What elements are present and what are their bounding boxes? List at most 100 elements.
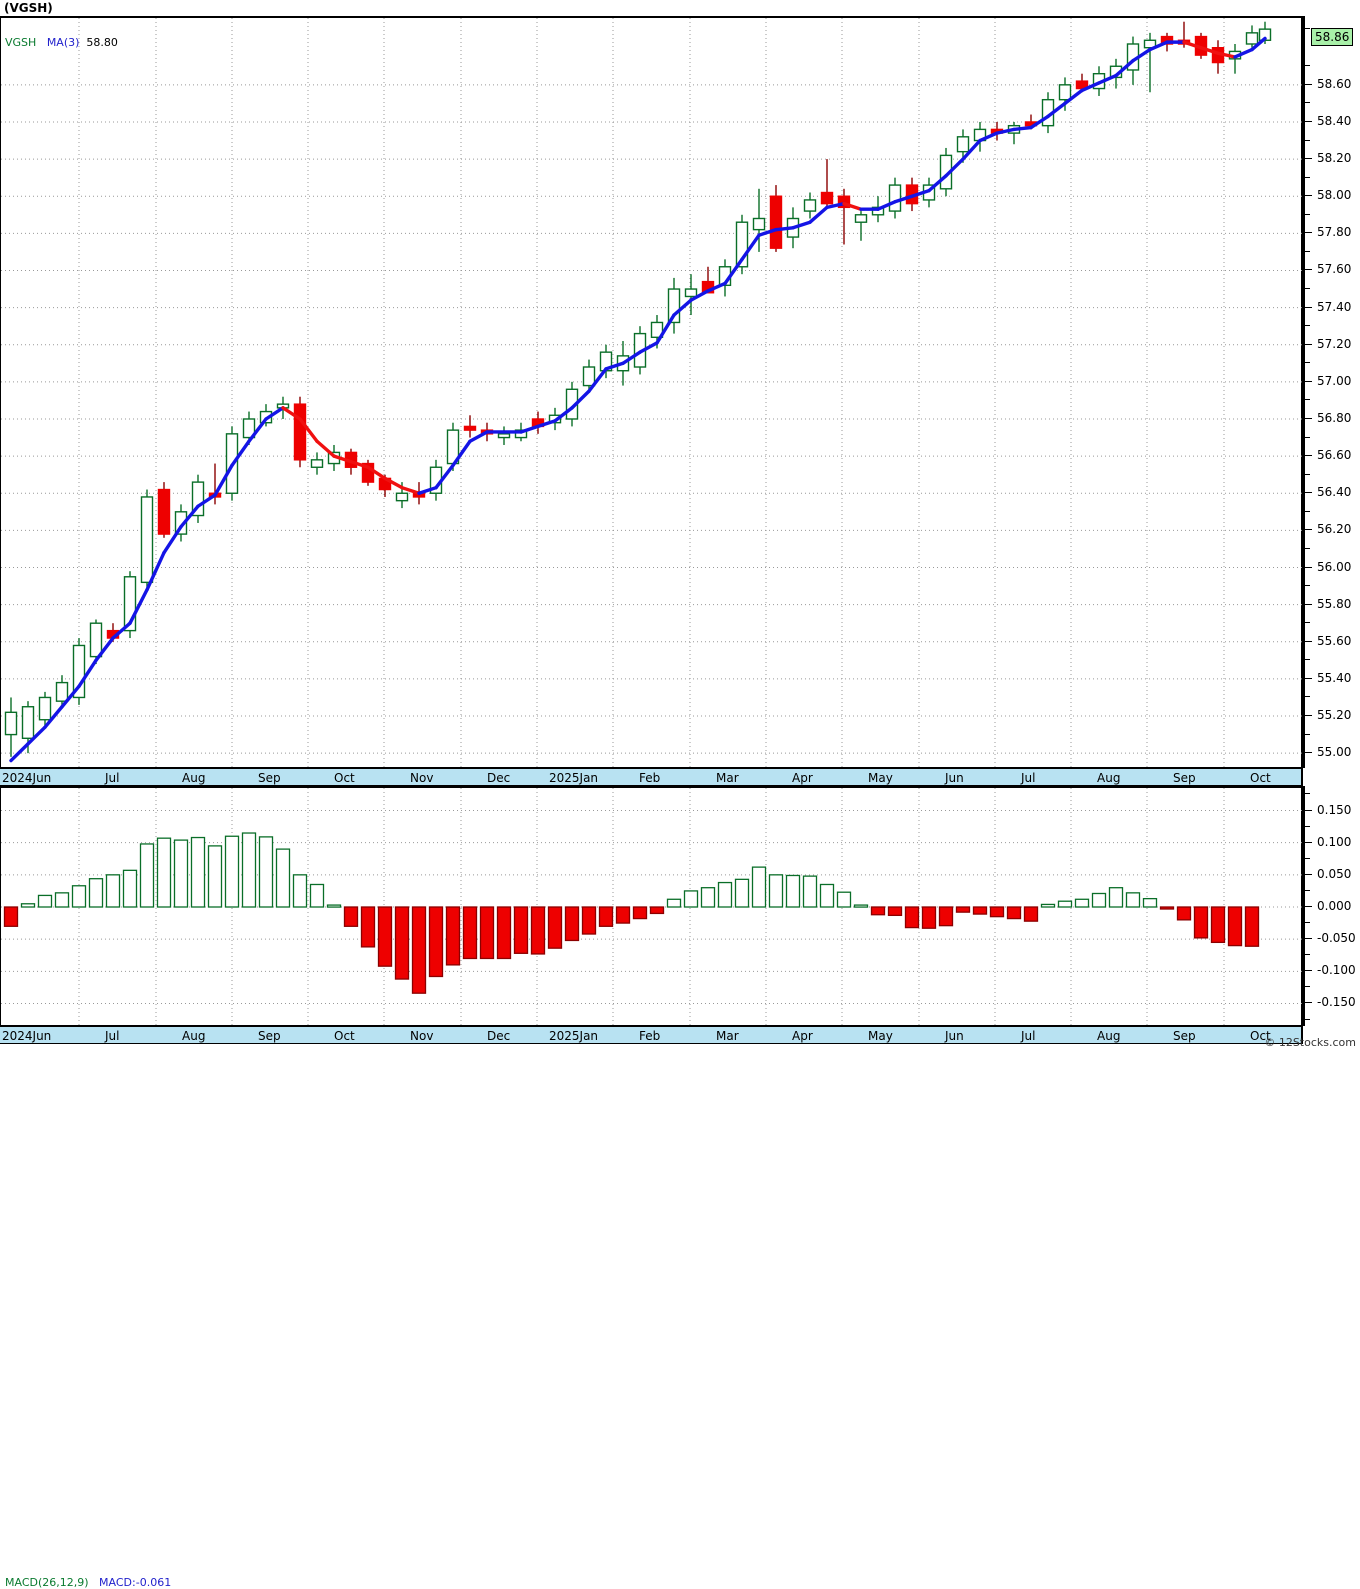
price-legend: VGSH MA(3) 58.80 [5, 37, 118, 49]
price-y-tick-label: 58.40 [1317, 113, 1352, 128]
macd-bar [275, 848, 291, 908]
macd-y-tick-label: 0.050 [1317, 866, 1352, 881]
macd-bar [37, 894, 53, 908]
x-axis-top-month-label: Oct [1250, 771, 1271, 785]
page-title: (VGSH) [4, 1, 53, 15]
macd-chart-panel[interactable]: MACD(26,12,9) MACD:-0.061 [0, 786, 1303, 1589]
price-y-tick-label: 55.60 [1317, 633, 1352, 648]
x-axis-top-month-label: Jul [1021, 771, 1036, 785]
legend-macd-name: MACD(26,12,9) [5, 1576, 89, 1589]
price-y-tick-mark [1305, 603, 1312, 605]
price-y-tick-mark [1305, 120, 1312, 122]
price-y-minor-tick [1305, 659, 1310, 661]
ma-line-segment [1029, 114, 1050, 130]
ma-line-segment [196, 493, 217, 508]
macd-bar [1057, 900, 1073, 908]
macd-plot [1, 788, 1302, 1026]
price-y-tick-mark [1305, 715, 1312, 717]
x-axis-top-month-label: Aug [182, 771, 206, 785]
x-axis-top-month-label: Aug [1097, 771, 1121, 785]
price-y-minor-tick [1305, 622, 1310, 624]
price-y-minor-tick [1305, 28, 1310, 30]
macd-y-tick-label: 0.150 [1317, 802, 1352, 817]
macd-bar [326, 904, 342, 908]
candlestick [752, 188, 766, 252]
macd-bar [1159, 906, 1175, 910]
price-y-tick-mark [1305, 380, 1312, 382]
macd-y-tick-label: 0.000 [1317, 899, 1352, 913]
x-axis-top-month-label: May [868, 771, 893, 785]
price-y-minor-tick [1305, 65, 1310, 67]
ma-line-segment [9, 742, 30, 763]
macd-bar [292, 874, 308, 908]
macd-bar [632, 906, 648, 920]
macd-bar [88, 878, 104, 908]
ma-line-segment [77, 658, 98, 689]
candlestick [174, 504, 188, 542]
macd-bar [598, 906, 614, 927]
price-y-minor-tick [1305, 250, 1310, 252]
ma-line-segment [1182, 40, 1203, 50]
ma-line-segment [417, 485, 438, 495]
price-y-tick-label: 57.60 [1317, 262, 1352, 277]
ma-line-segment [1199, 46, 1220, 55]
price-y-tick-mark [1305, 640, 1312, 642]
ma-line-segment [128, 588, 149, 625]
x-axis-top-month-label: Apr [792, 771, 813, 785]
macd-bar [513, 906, 529, 954]
macd-bar [241, 832, 257, 908]
x-axis-top-month-label: Oct [334, 771, 355, 785]
macd-bar [1040, 903, 1056, 908]
price-y-tick-mark [1305, 529, 1312, 531]
x-axis-bottom-month-label: Oct [334, 1029, 355, 1043]
price-y-tick-mark [1305, 306, 1312, 308]
macd-bar [700, 887, 716, 908]
candlestick [361, 459, 375, 486]
price-y-tick-label: 57.40 [1317, 299, 1352, 314]
candlestick [157, 482, 171, 538]
macd-axis-spine [1303, 786, 1305, 1026]
price-y-minor-tick [1305, 102, 1310, 104]
candlestick [1007, 121, 1021, 145]
price-chart-panel[interactable]: VGSH MA(3) 58.80 [0, 16, 1303, 768]
x-axis-bottom-month-label: Jul [1021, 1029, 1036, 1043]
macd-y-tick-label: -0.100 [1317, 963, 1356, 978]
macd-bar [802, 875, 818, 908]
macd-bar [734, 878, 750, 908]
ma-line-segment [1233, 47, 1254, 59]
macd-y-minor-tick [1305, 889, 1310, 891]
price-y-tick-label: 55.20 [1317, 708, 1352, 723]
price-y-tick-label: 56.20 [1317, 522, 1352, 537]
macd-bar [1210, 906, 1226, 944]
macd-bar [224, 835, 240, 908]
macd-bar [921, 906, 937, 929]
candlestick [140, 489, 154, 590]
macd-bar [1108, 887, 1124, 908]
candlestick [89, 619, 103, 665]
macd-bar [1074, 898, 1090, 908]
ma-line-segment [1046, 101, 1067, 119]
ma-line-segment [400, 485, 421, 495]
ma-line-segment [1063, 88, 1084, 106]
ma-line-segment [978, 131, 999, 143]
x-axis-top-month-label: 2024Jun [2, 771, 52, 785]
x-axis-bottom-month-label: Nov [410, 1029, 434, 1043]
macd-bar [683, 890, 699, 908]
macd-y-tick-mark [1305, 970, 1312, 972]
price-y-tick-label: 57.80 [1317, 225, 1352, 240]
x-axis-bottom-month-label: Aug [182, 1029, 206, 1043]
macd-bar [173, 839, 189, 908]
price-y-minor-tick [1305, 473, 1310, 475]
legend-ma-label: MA(3) [46, 36, 80, 49]
price-y-tick-label: 57.20 [1317, 336, 1352, 351]
price-y-minor-tick [1305, 213, 1310, 215]
macd-bar [445, 906, 461, 966]
macd-bar [1091, 892, 1107, 908]
candlestick [1228, 43, 1242, 74]
price-y-tick-mark [1305, 417, 1312, 419]
candlestick [854, 211, 868, 241]
macd-y-axis: 0.150 0.100 0.050 0.000 -0.050 -0.100 -0.150 [1303, 786, 1360, 1026]
ma-line-segment [94, 636, 115, 663]
macd-y-tick-mark [1305, 1002, 1312, 1004]
